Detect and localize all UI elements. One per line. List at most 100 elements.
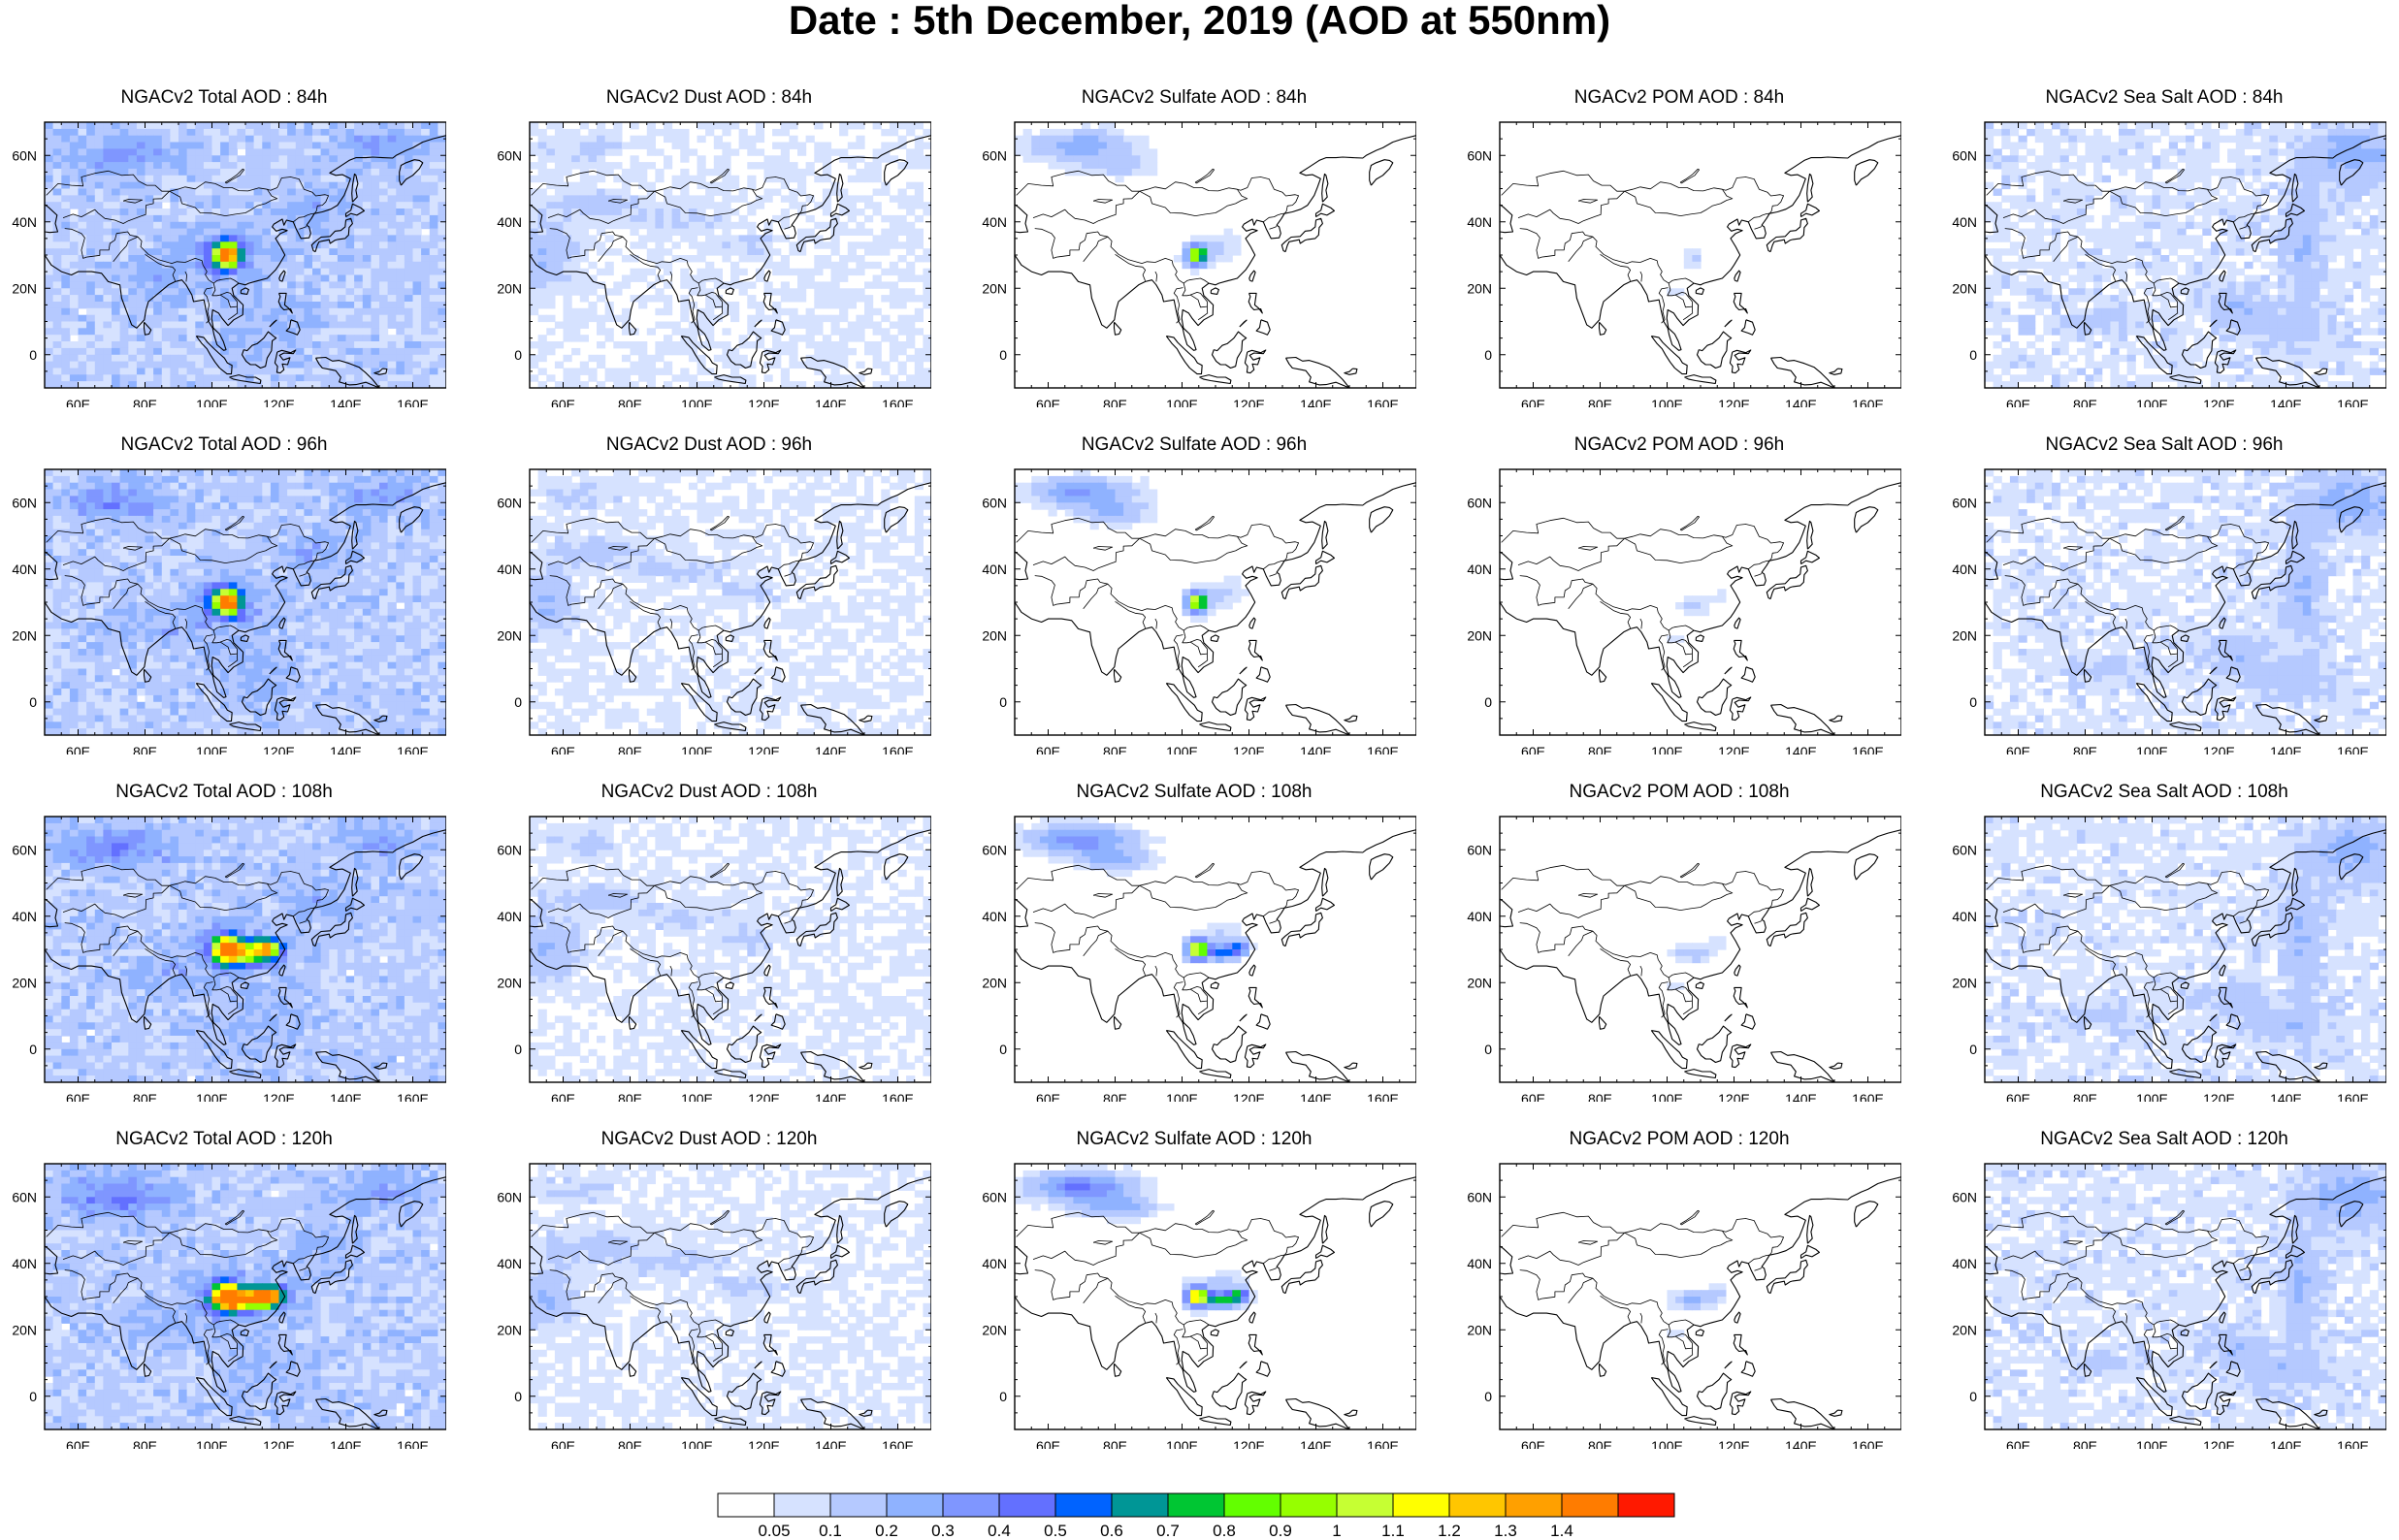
aod-cell [312, 295, 322, 303]
aod-cell [1232, 241, 1242, 249]
aod-cell [337, 307, 347, 316]
aod-cell [730, 302, 740, 309]
aod-cell [814, 381, 824, 388]
aod-cell [237, 354, 246, 363]
aod-cell [2101, 321, 2111, 329]
aod-cell [772, 268, 782, 276]
aod-cell [245, 195, 255, 203]
aod-cell [2193, 268, 2203, 276]
aod-cell [2085, 142, 2094, 149]
aod-cell [2302, 354, 2312, 363]
aod-cell [1115, 175, 1124, 183]
aod-cell [161, 354, 171, 363]
aod-cell [2227, 361, 2237, 369]
aod-cell [2344, 268, 2354, 276]
aod-cell [2369, 128, 2379, 137]
aod-cell [847, 122, 857, 130]
aod-cell [2186, 314, 2195, 323]
aod-cell [2302, 347, 2312, 356]
aod-cell [1182, 248, 1191, 256]
aod-cell [103, 321, 113, 329]
aod-cell [856, 168, 865, 176]
aod-cell [688, 202, 698, 209]
aod-cell [270, 214, 280, 223]
aod-cell [747, 361, 757, 369]
aod-cell [2093, 328, 2103, 336]
aod-cell [722, 188, 731, 196]
aod-cell [170, 168, 179, 176]
aod-cell [2152, 295, 2161, 303]
aod-cell [2227, 295, 2237, 303]
country-border [688, 287, 698, 324]
aod-cell [170, 288, 179, 296]
aod-cell [730, 195, 740, 203]
aod-cell [730, 347, 740, 356]
aod-cell [630, 328, 639, 336]
aod-cell [211, 302, 221, 309]
aod-cell [2311, 321, 2320, 329]
aod-cell [2052, 274, 2061, 282]
aod-cell [153, 241, 163, 249]
aod-cell [438, 195, 446, 203]
aod-cell [705, 268, 715, 276]
aod-cell [329, 202, 339, 209]
aod-cell [872, 354, 882, 363]
aod-cell [630, 268, 639, 276]
aod-cell [2018, 142, 2027, 149]
aod-cell [897, 202, 907, 209]
aod-cell [747, 255, 757, 263]
aod-cell [45, 162, 54, 170]
aod-cell [646, 221, 656, 230]
aod-cell [337, 354, 347, 363]
aod-cell [2260, 314, 2270, 323]
aod-cell [371, 135, 380, 144]
aod-cell [2327, 328, 2337, 336]
aod-cell [579, 368, 589, 375]
aod-cell [923, 202, 931, 209]
aod-cell [747, 235, 757, 242]
aod-cell [178, 248, 188, 256]
aod-cell [2202, 175, 2212, 183]
aod-cell [664, 162, 673, 170]
aod-cell [2210, 155, 2221, 163]
aod-cell [1985, 302, 1994, 309]
lake-outline [122, 199, 144, 204]
aod-cell [579, 135, 589, 144]
aod-cell [404, 162, 414, 170]
aod-cell [404, 195, 414, 203]
aod-cell [705, 328, 715, 336]
aod-cell [2277, 228, 2287, 236]
aod-cell [228, 281, 238, 289]
aod-cell [906, 241, 916, 249]
aod-cell [697, 288, 706, 296]
aod-cell [2294, 274, 2304, 282]
country-border [2239, 226, 2248, 230]
aod-cell [61, 248, 71, 256]
aod-cell [2202, 122, 2212, 130]
aod-cell [345, 155, 355, 163]
aod-cell [103, 261, 113, 270]
aod-cell [2269, 295, 2279, 303]
aod-cell [1993, 288, 2002, 296]
aod-cell [2311, 347, 2320, 356]
aod-cell [2227, 281, 2237, 289]
aod-cell [2227, 288, 2237, 296]
aod-cell [128, 335, 138, 342]
aod-cell [145, 255, 154, 263]
aod-cell [2327, 321, 2337, 329]
aod-cell [329, 188, 339, 196]
aod-cell [1123, 148, 1133, 156]
aod-cell [597, 321, 606, 329]
aod-cell [278, 128, 288, 137]
aod-cell [371, 241, 380, 249]
aod-cell [722, 302, 731, 309]
aod-cell [186, 122, 196, 130]
aod-cell [371, 354, 380, 363]
aod-cell [304, 328, 313, 336]
aod-cell [379, 202, 389, 209]
aod-cell [763, 155, 773, 163]
aod-cell [546, 268, 556, 276]
coastline [351, 173, 359, 203]
aod-cell [262, 261, 272, 270]
aod-cell [537, 302, 547, 309]
